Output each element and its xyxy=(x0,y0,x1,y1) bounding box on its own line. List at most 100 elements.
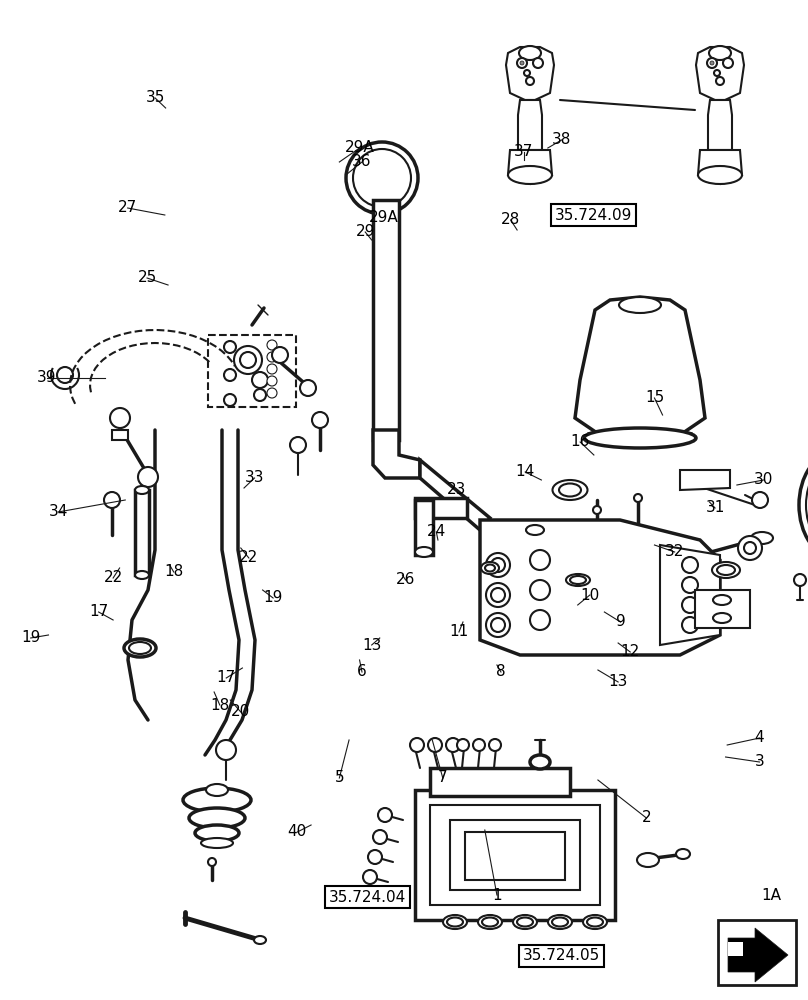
Circle shape xyxy=(491,588,505,602)
Circle shape xyxy=(234,346,262,374)
Circle shape xyxy=(267,376,277,386)
Ellipse shape xyxy=(717,565,735,575)
Circle shape xyxy=(593,506,601,514)
Text: 14: 14 xyxy=(516,464,535,480)
Circle shape xyxy=(368,850,382,864)
Circle shape xyxy=(710,61,714,65)
Circle shape xyxy=(224,394,236,406)
Text: 1: 1 xyxy=(492,888,502,902)
Bar xyxy=(112,430,128,440)
Circle shape xyxy=(716,77,724,85)
Ellipse shape xyxy=(508,166,552,184)
Text: 4: 4 xyxy=(755,730,764,746)
Text: 9: 9 xyxy=(616,614,625,630)
Text: 29A: 29A xyxy=(369,211,398,226)
Text: 25: 25 xyxy=(137,270,157,286)
Text: 5: 5 xyxy=(335,770,344,786)
Polygon shape xyxy=(420,460,490,530)
Ellipse shape xyxy=(478,915,502,929)
Circle shape xyxy=(104,492,120,508)
Text: 39: 39 xyxy=(37,370,57,385)
Text: 1A: 1A xyxy=(762,888,781,902)
Circle shape xyxy=(363,870,377,884)
Ellipse shape xyxy=(552,918,568,926)
Ellipse shape xyxy=(553,480,587,500)
Circle shape xyxy=(530,550,550,570)
Text: 33: 33 xyxy=(245,471,264,486)
Circle shape xyxy=(682,597,698,613)
Polygon shape xyxy=(575,297,705,440)
Circle shape xyxy=(530,580,550,600)
Text: 24: 24 xyxy=(427,524,446,540)
Polygon shape xyxy=(660,545,720,645)
Text: 7: 7 xyxy=(438,770,448,786)
Circle shape xyxy=(682,557,698,573)
Text: 26: 26 xyxy=(396,572,415,587)
Text: 22: 22 xyxy=(239,550,259,566)
Circle shape xyxy=(254,389,266,401)
Ellipse shape xyxy=(206,784,228,796)
Ellipse shape xyxy=(415,547,433,557)
Text: 18: 18 xyxy=(164,564,183,580)
Bar xyxy=(135,490,149,575)
Text: 19: 19 xyxy=(263,590,283,605)
Circle shape xyxy=(300,380,316,396)
Circle shape xyxy=(224,369,236,381)
Text: 17: 17 xyxy=(217,670,236,686)
Circle shape xyxy=(224,341,236,353)
Polygon shape xyxy=(680,470,730,490)
Ellipse shape xyxy=(587,918,603,926)
Circle shape xyxy=(267,352,277,362)
Circle shape xyxy=(489,739,501,751)
Bar xyxy=(695,590,750,628)
Ellipse shape xyxy=(559,484,581,496)
Bar xyxy=(373,200,399,440)
Ellipse shape xyxy=(183,788,251,812)
Ellipse shape xyxy=(712,562,740,578)
Ellipse shape xyxy=(201,838,233,848)
Circle shape xyxy=(794,574,806,586)
Circle shape xyxy=(752,492,768,508)
Bar xyxy=(415,498,467,518)
Ellipse shape xyxy=(135,571,149,579)
Ellipse shape xyxy=(517,918,533,926)
Ellipse shape xyxy=(135,486,149,494)
Circle shape xyxy=(473,739,485,751)
Text: 35: 35 xyxy=(145,91,165,105)
Circle shape xyxy=(723,58,733,68)
Text: 6: 6 xyxy=(357,664,367,680)
Polygon shape xyxy=(373,430,420,478)
Circle shape xyxy=(267,388,277,398)
Text: 20: 20 xyxy=(231,704,250,720)
Text: 22: 22 xyxy=(103,570,123,585)
Circle shape xyxy=(491,618,505,632)
Polygon shape xyxy=(708,100,732,150)
Polygon shape xyxy=(518,100,542,150)
Ellipse shape xyxy=(709,46,731,60)
Ellipse shape xyxy=(254,936,266,944)
Text: 36: 36 xyxy=(352,154,372,169)
Text: 40: 40 xyxy=(288,824,307,840)
Ellipse shape xyxy=(799,452,808,558)
Text: 13: 13 xyxy=(608,674,628,690)
Text: 35.724.05: 35.724.05 xyxy=(523,948,600,964)
Text: 19: 19 xyxy=(21,631,40,646)
Circle shape xyxy=(267,364,277,374)
Ellipse shape xyxy=(570,576,586,584)
Polygon shape xyxy=(508,150,552,175)
Ellipse shape xyxy=(751,532,773,544)
Circle shape xyxy=(240,352,256,368)
Ellipse shape xyxy=(129,642,151,654)
Circle shape xyxy=(634,494,642,502)
Ellipse shape xyxy=(481,562,499,574)
Polygon shape xyxy=(696,47,744,100)
Ellipse shape xyxy=(676,849,690,859)
Text: 23: 23 xyxy=(447,483,466,497)
Ellipse shape xyxy=(566,574,590,586)
Ellipse shape xyxy=(548,915,572,929)
Text: 15: 15 xyxy=(645,390,664,406)
Text: 11: 11 xyxy=(449,624,469,640)
Ellipse shape xyxy=(346,142,418,214)
Text: 16: 16 xyxy=(570,434,590,450)
Ellipse shape xyxy=(189,808,245,828)
